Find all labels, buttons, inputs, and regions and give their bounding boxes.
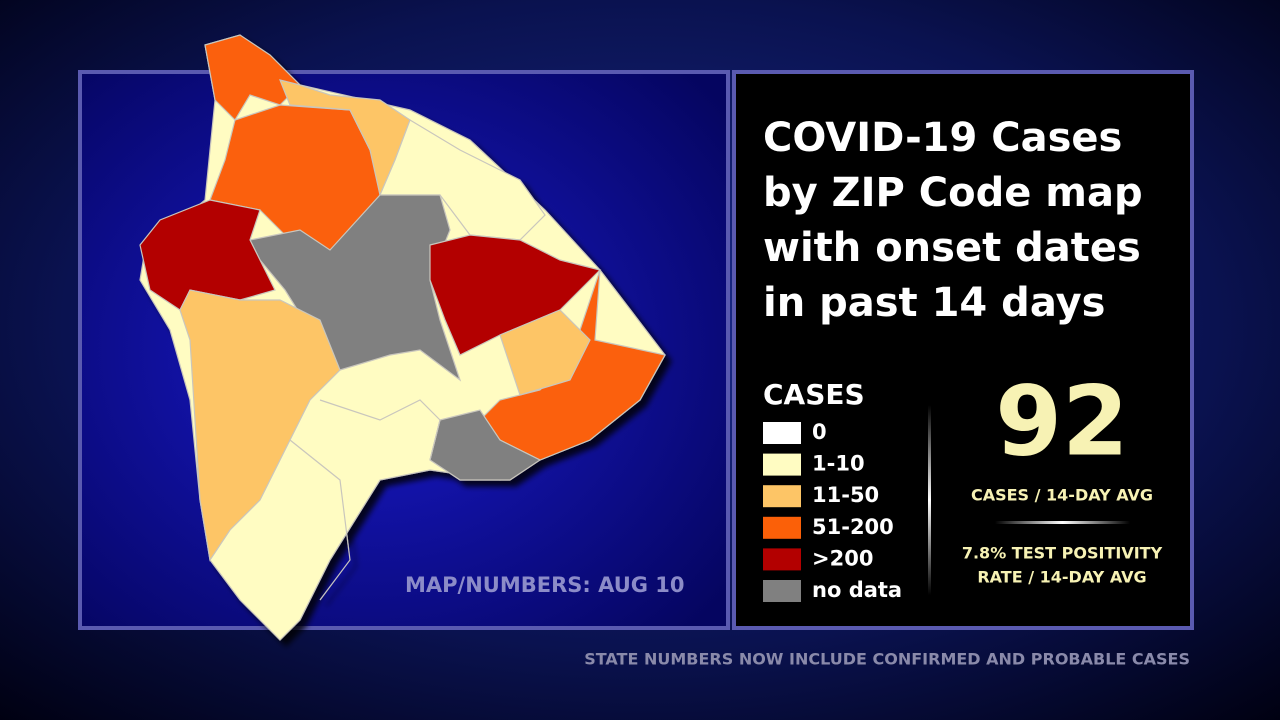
legend-swatch [763,548,801,571]
title-line: COVID-19 Cases [763,115,1122,161]
legend-swatch [763,453,801,476]
legend-swatch [763,485,801,508]
divider [928,405,931,595]
divider [995,521,1130,524]
positivity-line: 7.8% TEST POSITIVITY [962,544,1163,563]
legend-label: 51-200 [812,515,894,539]
title-line: with onset dates [763,225,1141,271]
legend-label: no data [812,578,902,602]
legend-label: >200 [812,546,873,570]
info-panel [732,70,1194,630]
positivity-line: RATE / 14-DAY AVG [977,568,1146,587]
zip-region [499,309,591,396]
zip-border [319,399,441,461]
legend: 0 1-10 11-50 51-200 >200 no data [763,420,902,602]
legend-title: CASES [763,378,865,411]
legend-swatch [763,422,801,444]
footer: STATE NUMBERS NOW INCLUDE CONFIRMED AND … [584,650,1190,669]
title-line: by ZIP Code map [763,170,1143,216]
legend-label: 11-50 [812,483,879,507]
legend-label: 1-10 [812,452,865,476]
legend-swatch [763,516,801,539]
legend-label: 0 [812,420,827,444]
positivity: 7.8% TEST POSITIVITY RATE / 14-DAY AVG [962,544,1163,587]
legend-swatch [763,580,801,602]
stat-value: 92 [995,365,1129,477]
zip-border [289,439,351,601]
island-map [139,34,666,641]
title-line: in past 14 days [763,280,1105,326]
map-note: MAP/NUMBERS: AUG 10 [405,573,685,597]
stat-caption: CASES / 14-DAY AVG [971,486,1153,505]
zip-region [429,409,542,481]
title: COVID-19 Cases by ZIP Code map with onset … [763,115,1143,326]
zip-region [139,199,276,311]
